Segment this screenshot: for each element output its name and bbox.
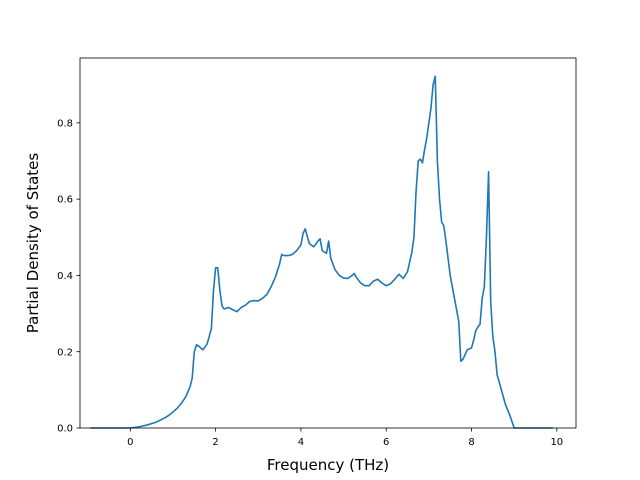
x-tick-label: 8 bbox=[468, 437, 474, 448]
x-tick-label: 4 bbox=[298, 437, 304, 448]
y-axis-title: Partial Density of States bbox=[24, 153, 42, 334]
plot-frame bbox=[79, 57, 577, 429]
series-line bbox=[89, 75, 554, 429]
y-tick-label: 0.6 bbox=[57, 195, 73, 206]
y-tick-label: 0.8 bbox=[57, 118, 73, 129]
y-tick-label: 0.0 bbox=[57, 424, 73, 435]
x-tick-label: 10 bbox=[550, 437, 563, 448]
x-axis-ticks: 0 2 4 6 8 10 bbox=[127, 428, 563, 448]
y-tick-label: 0.2 bbox=[57, 347, 73, 358]
series-layer bbox=[89, 75, 554, 429]
y-tick-label: 0.4 bbox=[57, 271, 73, 282]
y-axis-ticks: 0.0 0.2 0.4 0.6 0.8 bbox=[57, 118, 80, 435]
x-axis-title: Frequency (THz) bbox=[267, 456, 389, 474]
x-tick-label: 6 bbox=[383, 437, 389, 448]
x-tick-label: 0 bbox=[127, 437, 133, 448]
x-tick-label: 2 bbox=[212, 437, 218, 448]
